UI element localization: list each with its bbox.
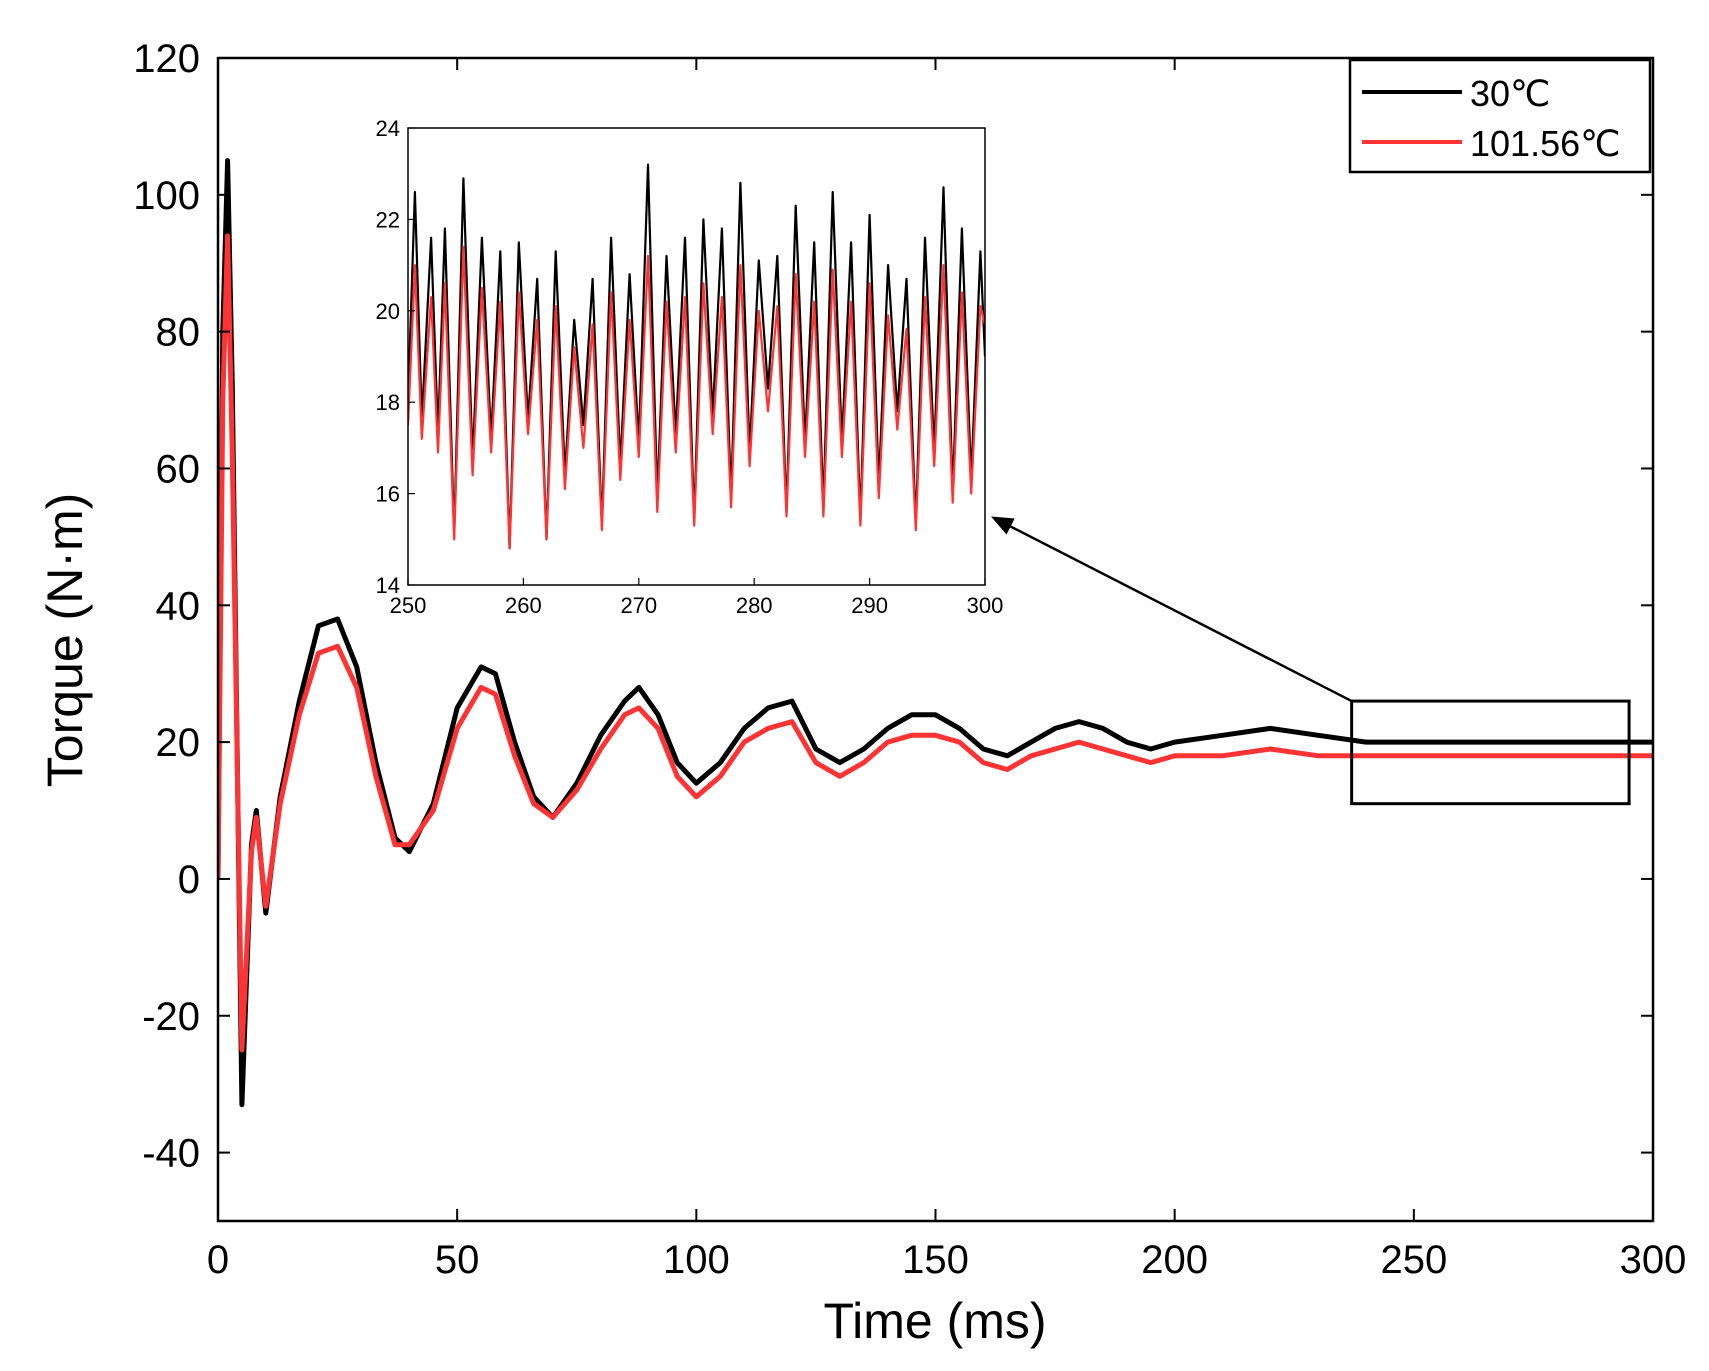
legend-label-30c: 30℃ [1470,73,1550,114]
inset-x-tick-label: 260 [505,593,542,618]
inset-plot: 250 260 270 280 290 300 14 16 18 20 22 24 [376,116,1004,618]
x-tick-label: 0 [207,1238,229,1282]
main-series-group [218,158,1653,1108]
x-tick-label: 200 [1141,1238,1208,1282]
inset-x-ticks: 250 260 270 280 290 300 [390,578,1004,618]
inset-series-group [408,163,985,550]
y-tick-label: 80 [156,311,201,355]
legend-label-101c: 101.56℃ [1470,123,1621,164]
series-line-30 [218,158,1653,1108]
y-tick-label: 60 [156,447,201,491]
y-tick-label: 100 [133,174,200,218]
inset-x-tick-label: 280 [736,593,773,618]
inset-y-tick-label: 24 [376,116,400,141]
x-tick-label: 300 [1620,1238,1687,1282]
y-tick-label: 20 [156,721,201,765]
x-tick-label: 100 [663,1238,730,1282]
inset-y-tick-label: 16 [376,482,400,507]
inset-y-tick-label: 18 [376,390,400,415]
main-x-ticks: 0 50 100 150 200 250 300 [207,58,1687,1282]
series-line-101-56 [218,233,1653,1053]
y-tick-label: -40 [142,1132,200,1176]
main-plot: 0 50 100 150 200 250 300 -40 -20 0 20 40 60 80 100 120 [133,37,1686,1282]
inset-x-tick-label: 290 [851,593,888,618]
inset-x-tick-label: 250 [390,593,427,618]
x-tick-label: 250 [1380,1238,1447,1282]
y-tick-label: 0 [178,858,200,902]
inset-series-line-101-56 [408,245,985,550]
inset-y-tick-label: 22 [376,207,400,232]
inset-y-tick-label: 20 [376,299,400,324]
y-axis-title: Torque (N·m) [37,493,93,787]
x-axis-title: Time (ms) [823,1293,1046,1349]
zoom-arrow-head [991,516,1015,535]
x-tick-label: 50 [435,1238,480,1282]
inset-x-tick-label: 300 [967,593,1004,618]
zoom-arrow [1010,525,1353,703]
inset-y-ticks: 14 16 18 20 22 24 [376,116,415,598]
x-tick-label: 150 [902,1238,969,1282]
legend: 30℃ 101.56℃ [1348,58,1652,174]
y-tick-label: 120 [133,37,200,81]
y-tick-label: 40 [156,584,201,628]
inset-frame [407,127,986,586]
inset-y-tick-label: 14 [376,573,400,598]
zoom-box [1350,699,1631,806]
inset-x-tick-label: 270 [620,593,657,618]
legend-box [1348,58,1652,174]
main-y-ticks: -40 -20 0 20 40 60 80 100 120 [133,37,1653,1176]
y-tick-label: -20 [142,995,200,1039]
